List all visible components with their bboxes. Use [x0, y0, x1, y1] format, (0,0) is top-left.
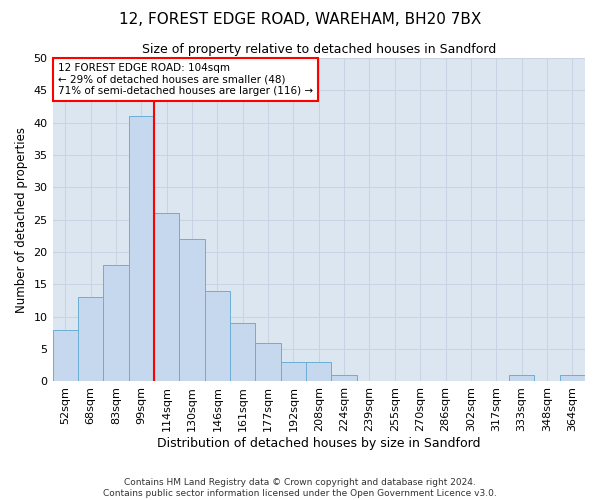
Bar — [306, 362, 331, 382]
Title: Size of property relative to detached houses in Sandford: Size of property relative to detached ho… — [142, 42, 496, 56]
Bar — [256, 342, 281, 382]
Bar — [154, 214, 179, 382]
Bar — [53, 330, 78, 382]
Bar — [128, 116, 154, 382]
Bar — [560, 375, 585, 382]
Y-axis label: Number of detached properties: Number of detached properties — [15, 127, 28, 313]
Bar — [509, 375, 534, 382]
Bar — [230, 323, 256, 382]
Bar — [103, 265, 128, 382]
Text: 12, FOREST EDGE ROAD, WAREHAM, BH20 7BX: 12, FOREST EDGE ROAD, WAREHAM, BH20 7BX — [119, 12, 481, 28]
Bar — [281, 362, 306, 382]
Bar — [205, 291, 230, 382]
Bar — [331, 375, 357, 382]
Text: 12 FOREST EDGE ROAD: 104sqm
← 29% of detached houses are smaller (48)
71% of sem: 12 FOREST EDGE ROAD: 104sqm ← 29% of det… — [58, 63, 313, 96]
Bar — [78, 298, 103, 382]
Bar — [179, 239, 205, 382]
X-axis label: Distribution of detached houses by size in Sandford: Distribution of detached houses by size … — [157, 437, 481, 450]
Text: Contains HM Land Registry data © Crown copyright and database right 2024.
Contai: Contains HM Land Registry data © Crown c… — [103, 478, 497, 498]
